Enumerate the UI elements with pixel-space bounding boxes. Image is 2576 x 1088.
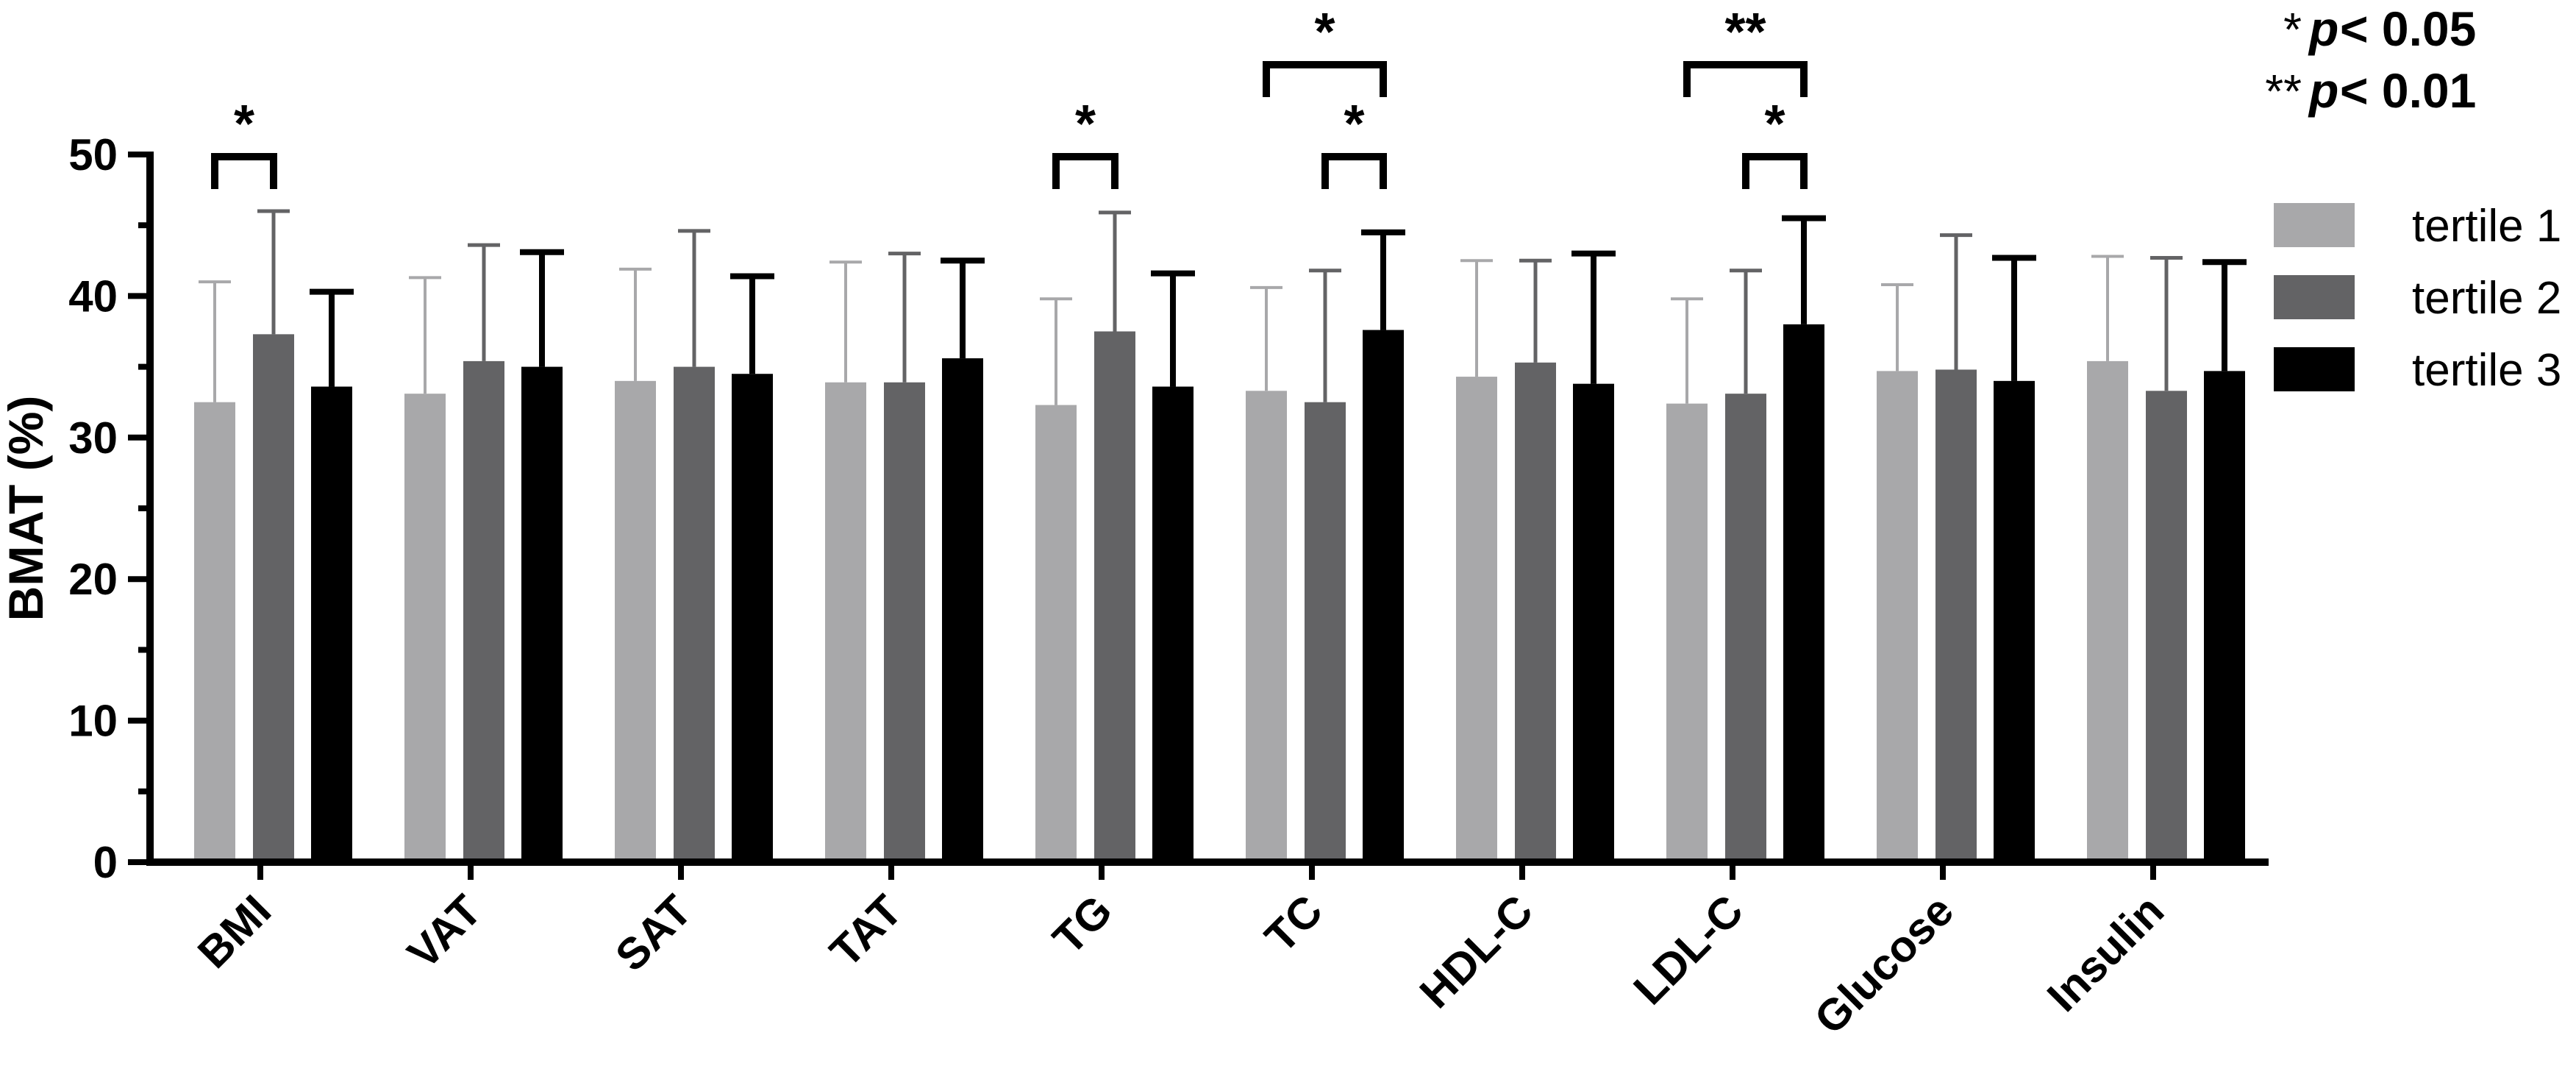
bar-tc-series-3 [1363, 330, 1404, 862]
y-tick-label: 50 [68, 130, 118, 179]
bar-tat-series-2 [884, 382, 925, 862]
bar-tat-series-3 [942, 358, 983, 862]
x-tick-label: BMI [188, 886, 280, 978]
bar-bmi-series-3 [311, 386, 352, 862]
bar-tg-series-2 [1094, 331, 1135, 862]
bar-bmi-series-2 [253, 334, 294, 862]
bar-glucose-series-2 [1935, 369, 1977, 862]
bar-sat-series-3 [732, 374, 773, 863]
legend-swatch [2274, 347, 2355, 391]
x-tick-label: VAT [398, 886, 490, 978]
significance-bracket [1321, 153, 1387, 189]
legend-label: tertile 1 [2412, 201, 2561, 252]
bars-layer [194, 324, 2245, 863]
bar-bmi-series-1 [194, 402, 235, 862]
bar-ldl-c-series-1 [1666, 403, 1708, 862]
legend-label: tertile 3 [2412, 345, 2561, 396]
note-threshold: < 0.05 [2340, 1, 2476, 56]
x-tick-label: Insulin [2038, 886, 2173, 1021]
significance-bracket [1052, 153, 1118, 189]
x-tick-label: HDL-C [1410, 886, 1542, 1017]
y-tick-label: 10 [68, 697, 118, 746]
bar-insulin-series-1 [2087, 360, 2128, 862]
x-tick-label: LDL-C [1624, 886, 1753, 1014]
bar-tat-series-1 [825, 382, 866, 862]
legend-label: tertile 2 [2412, 273, 2561, 324]
y-tick-label: 40 [68, 271, 118, 321]
bar-insulin-series-3 [2204, 371, 2245, 862]
significance-stars: ** [1724, 3, 1766, 62]
note-threshold: < 0.01 [2340, 63, 2476, 118]
bar-sat-series-1 [615, 380, 656, 862]
legend-swatch [2274, 203, 2355, 247]
significance-stars: * [1314, 3, 1335, 62]
legend-swatch [2274, 275, 2355, 319]
y-tick-label: 0 [93, 838, 118, 887]
bar-glucose-series-1 [1877, 371, 1918, 862]
bar-hdl-c-series-2 [1515, 362, 1556, 862]
bar-hdl-c-series-3 [1573, 383, 1614, 862]
legend: tertile 1 tertile 2 tertile 3 [2274, 201, 2561, 396]
significance-note: * p < 0.05 ** p < 0.01 [2265, 1, 2476, 118]
significance-bracket [1263, 61, 1387, 97]
bar-ldl-c-series-2 [1725, 394, 1766, 862]
bar-insulin-series-2 [2146, 391, 2187, 862]
y-tick-label: 20 [68, 555, 118, 604]
bar-vat-series-2 [463, 360, 504, 862]
error-bars-layer [199, 209, 2247, 405]
bar-vat-series-3 [521, 366, 563, 863]
bar-vat-series-1 [404, 394, 446, 862]
x-tick-label: TG [1043, 886, 1121, 964]
significance-stars: * [1344, 95, 1364, 154]
bar-sat-series-2 [674, 366, 715, 863]
x-tick-label: TAT [821, 886, 912, 977]
significance-layer: * * ***** [211, 3, 1808, 189]
x-tick-label: Glucose [1805, 886, 1963, 1044]
y-tick-label: 30 [68, 413, 118, 463]
bar-glucose-series-3 [1994, 380, 2035, 862]
significance-bracket [1683, 61, 1808, 97]
significance-stars: * [1075, 95, 1096, 154]
significance-stars: * [1764, 95, 1785, 154]
bar-tg-series-3 [1152, 386, 1194, 862]
bar-tc-series-2 [1305, 402, 1346, 862]
significance-bracket [211, 153, 277, 189]
bar-ldl-c-series-3 [1783, 324, 1824, 862]
note-p: p [2308, 1, 2338, 56]
significance-bracket [1742, 153, 1808, 189]
bar-hdl-c-series-1 [1456, 377, 1497, 862]
x-tick-label: SAT [606, 886, 701, 981]
y-axis-title: BMAT (%) [0, 396, 53, 622]
note-stars: * [2283, 3, 2302, 56]
bar-tg-series-1 [1035, 405, 1077, 862]
note-stars: ** [2265, 65, 2302, 118]
significance-stars: * [234, 95, 254, 154]
bar-tc-series-1 [1246, 391, 1287, 862]
x-tick-label: TC [1255, 886, 1332, 962]
note-p: p [2308, 63, 2338, 118]
